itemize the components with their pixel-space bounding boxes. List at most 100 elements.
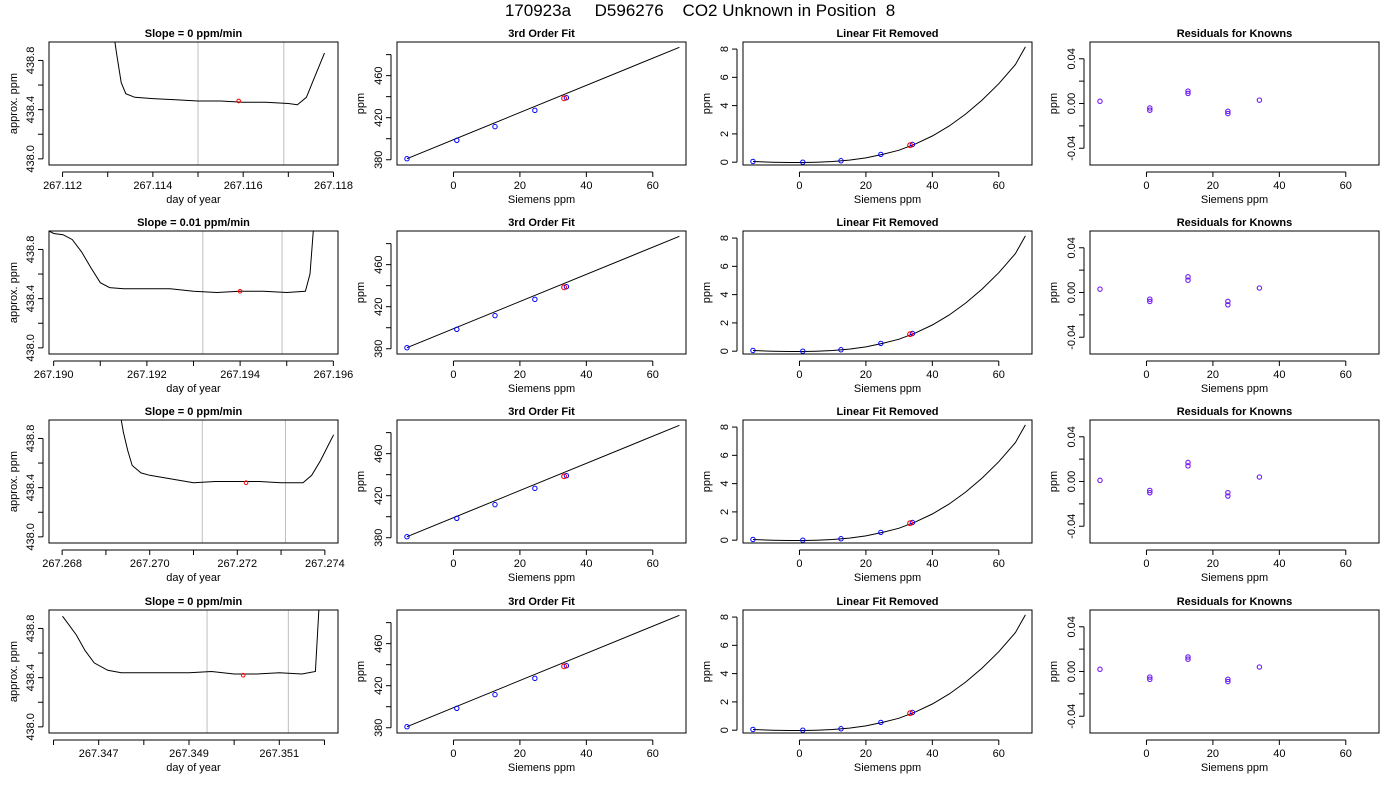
sample-marker [237, 288, 243, 294]
x-axis-label: day of year [166, 383, 221, 395]
panel-frame [1089, 419, 1380, 544]
y-tick-label: 0.04 [1066, 616, 1078, 637]
x-tick-label: 0 [450, 748, 456, 760]
y-tick-label: 0 [719, 727, 731, 733]
known-point [532, 107, 538, 114]
x-tick-label: 20 [514, 180, 526, 192]
y-axis-label: ppm [1048, 93, 1060, 114]
known-point-outline [1147, 105, 1153, 111]
unknown-point [907, 710, 914, 717]
trace-line [49, 231, 314, 294]
known-point-outline [1185, 90, 1191, 97]
x-tick-label: 20 [860, 558, 872, 570]
known-point-outline [1225, 110, 1231, 117]
panel-title: Linear Fit Removed [836, 217, 938, 229]
x-tick-label: 40 [1273, 558, 1285, 570]
unknown-point [907, 520, 914, 527]
known-point-outline [1185, 88, 1191, 94]
known-point [800, 727, 806, 733]
panel-1-1: 3rd Order Fit 0 20 40 60 Siemens ppm 380 420 460… [355, 217, 687, 395]
x-tick-label: 267.274 [305, 558, 345, 570]
known-point [838, 158, 844, 164]
known-point-outline [1147, 296, 1153, 302]
x-axis-label: Siemens ppm [1201, 572, 1268, 584]
x-tick-label: 267.116 [224, 180, 263, 192]
known-point [454, 705, 460, 711]
known-point-outline [1185, 654, 1191, 660]
panel-frame [742, 609, 1033, 734]
data-area [49, 231, 314, 294]
x-axis-label: Siemens ppm [508, 572, 575, 584]
y-tick-label: 8 [719, 614, 731, 620]
panel-frame [742, 41, 1033, 166]
unknown-point [561, 663, 568, 670]
x-tick-label: 20 [1207, 369, 1219, 381]
known-point [800, 348, 806, 354]
x-tick-label: 0 [1143, 180, 1149, 192]
x-tick-label: 20 [1207, 558, 1219, 570]
y-axis-label: ppm [701, 282, 713, 303]
y-tick-label: -0.04 [1066, 514, 1078, 539]
y-tick-label: 0.00 [1066, 282, 1078, 303]
panel-0-2: Linear Fit Removed 0 20 40 60 Siemens ppm 0 2 4 6… [701, 28, 1033, 206]
x-tick-label: 267.194 [220, 369, 260, 381]
known-point [878, 529, 884, 536]
x-tick-label: 60 [647, 558, 659, 570]
known-point [492, 312, 498, 319]
panel-frame [742, 230, 1033, 355]
known-point [492, 501, 498, 508]
panel-frame [1089, 230, 1380, 355]
known-point-outline [1225, 298, 1231, 305]
known-point [492, 123, 498, 130]
y-axis-label: approx. ppm [8, 262, 20, 323]
x-axis-label: Siemens ppm [508, 194, 575, 206]
known-point-outline [1185, 277, 1191, 283]
y-tick-label: 2 [719, 320, 731, 326]
known-point [454, 137, 460, 143]
y-tick-label: -0.04 [1066, 136, 1078, 161]
panel-2-3: Residuals for Knowns 0 20 40 60 Siemens ppm -0… [1048, 406, 1380, 584]
trace-line [120, 420, 335, 484]
panel-1-3: Residuals for Knowns 0 20 40 60 Siemens ppm -0… [1048, 217, 1380, 395]
panel-title: Residuals for Knowns [1177, 596, 1293, 608]
x-tick-label: 0 [796, 558, 802, 570]
x-tick-label: 60 [647, 748, 659, 760]
y-axis-label: ppm [701, 661, 713, 682]
known-point [750, 158, 756, 165]
panel-frame [742, 419, 1033, 544]
known-point [838, 536, 844, 542]
fit-curve [406, 46, 680, 160]
y-tick-label: 4 [719, 671, 731, 677]
y-tick-label: 460 [373, 255, 385, 273]
y-tick-label: 8 [719, 424, 731, 430]
data-area [1097, 88, 1263, 117]
panel-title: Linear Fit Removed [836, 406, 938, 418]
panel-title: Slope = 0.01 ppm/min [137, 217, 250, 229]
y-tick-label: 0.00 [1066, 661, 1078, 682]
known-point [878, 151, 884, 158]
y-tick-label: 438.4 [25, 664, 37, 692]
y-tick-label: 438.0 [25, 145, 37, 173]
known-point [532, 675, 538, 682]
data-area [404, 614, 680, 730]
data-area [404, 46, 680, 162]
x-axis-label: Siemens ppm [508, 762, 575, 774]
known-point [878, 719, 884, 726]
known-point-outline [1225, 493, 1231, 499]
known-point [750, 536, 756, 543]
x-tick-label: 267.270 [130, 558, 170, 570]
unknown-point [907, 331, 914, 338]
x-tick-label: 20 [514, 748, 526, 760]
panel-title: Linear Fit Removed [836, 596, 938, 608]
x-tick-label: 267.114 [133, 180, 172, 192]
y-tick-label: 438.8 [25, 425, 37, 453]
known-point-outline [1256, 664, 1263, 670]
panel-frame [396, 419, 687, 544]
y-tick-label: 420 [373, 677, 385, 695]
x-tick-label: 0 [450, 369, 456, 381]
fit-curve [406, 235, 680, 349]
fit-curve [406, 424, 680, 538]
known-point [404, 344, 410, 351]
x-tick-label: 20 [514, 369, 526, 381]
x-axis-label: Siemens ppm [1201, 383, 1268, 395]
